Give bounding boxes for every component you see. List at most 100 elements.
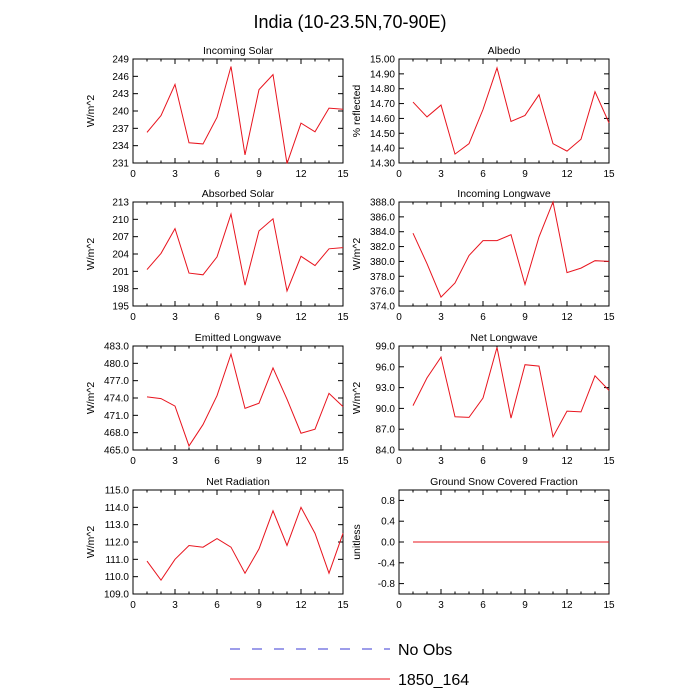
y-tick-label: 231 <box>112 159 129 170</box>
series-line-1850-164 <box>412 347 610 439</box>
series-line-1850-164 <box>412 200 610 298</box>
y-tick-label: 198 <box>112 284 129 295</box>
y-tick-label: 114.0 <box>105 503 130 514</box>
panel-title: Incoming Solar <box>203 45 274 57</box>
y-tick-label: 99.0 <box>376 342 396 353</box>
x-tick-label: 15 <box>337 456 349 467</box>
y-axis-label: W/m^2 <box>85 238 97 271</box>
y-tick-label: 115.0 <box>105 486 130 497</box>
series-line-1850-164 <box>146 212 344 293</box>
y-tick-label: 376.0 <box>370 287 395 298</box>
y-tick-label: 477.0 <box>104 376 129 387</box>
y-tick-label: -0.8 <box>378 579 396 590</box>
y-axis-label: unitless <box>351 524 363 560</box>
y-tick-label: 109.0 <box>104 590 129 601</box>
y-tick-label: 234 <box>112 141 129 152</box>
y-tick-label: 378.0 <box>370 272 395 283</box>
y-tick-label: 382.0 <box>370 242 395 253</box>
panel-title: Net Longwave <box>470 332 537 344</box>
x-tick-label: 6 <box>214 169 220 180</box>
y-tick-label: 84.0 <box>376 446 396 457</box>
panel-8: Ground Snow Covered Fraction unitless 0 3 6 9… <box>351 476 615 611</box>
y-tick-label: 210 <box>112 215 129 226</box>
x-tick-label: 6 <box>214 312 220 323</box>
y-tick-label: 87.0 <box>376 425 396 436</box>
panel-2: Albedo % reflected 0 3 6 9 12 15 14.30 14.40 14.50… <box>351 45 615 180</box>
x-tick-label: 15 <box>603 456 615 467</box>
y-tick-label: 201 <box>112 267 129 278</box>
plot-frame <box>132 345 344 451</box>
y-tick-label: 0.8 <box>381 496 395 507</box>
y-axis-label: W/m^2 <box>85 382 97 415</box>
x-tick-label: 0 <box>130 600 136 611</box>
x-tick-label: 0 <box>130 456 136 467</box>
y-tick-label: 112.0 <box>105 538 130 549</box>
x-tick-label: 3 <box>172 456 178 467</box>
legend-label: No Obs <box>398 642 452 659</box>
x-tick-label: 12 <box>295 169 307 180</box>
y-tick-label: 0.0 <box>381 538 395 549</box>
panels-group: Incoming Solar W/m^2 0 3 6 9 12 15 231 234 237 240 2… <box>85 45 615 611</box>
x-tick-label: 15 <box>337 312 349 323</box>
x-tick-label: 15 <box>603 600 615 611</box>
x-tick-label: 6 <box>480 312 486 323</box>
x-tick-label: 6 <box>480 600 486 611</box>
plot-frame <box>132 489 344 595</box>
panel-title: Net Radiation <box>206 476 270 488</box>
x-tick-label: 9 <box>256 600 262 611</box>
y-tick-label: 386.0 <box>370 212 395 223</box>
x-tick-label: 0 <box>396 456 402 467</box>
y-tick-label: 237 <box>112 124 129 135</box>
x-tick-label: 15 <box>337 600 349 611</box>
panel-title: Incoming Longwave <box>457 188 551 200</box>
y-tick-label: 15.00 <box>370 55 395 66</box>
legend-label: 1850_164 <box>398 672 469 689</box>
x-tick-label: 15 <box>337 169 349 180</box>
x-tick-label: 3 <box>438 600 444 611</box>
x-tick-label: 0 <box>396 312 402 323</box>
panel-4: Incoming Longwave W/m^2 0 3 6 9 12 15 374.0 376.0… <box>351 188 615 323</box>
x-tick-label: 9 <box>256 456 262 467</box>
y-tick-label: 90.0 <box>376 404 396 415</box>
series-line-1850-164 <box>146 352 344 448</box>
y-axis-label: W/m^2 <box>351 238 363 271</box>
series-line-1850-164 <box>146 66 344 164</box>
x-tick-label: 6 <box>480 169 486 180</box>
series-line-1850-164 <box>412 66 610 155</box>
x-tick-label: 12 <box>561 312 573 323</box>
x-tick-label: 6 <box>214 600 220 611</box>
panel-title: Albedo <box>488 45 521 57</box>
x-tick-label: 9 <box>522 312 528 323</box>
panel-title: Absorbed Solar <box>202 188 275 200</box>
x-tick-label: 9 <box>256 169 262 180</box>
y-tick-label: 14.90 <box>370 69 395 80</box>
plot-frame <box>132 201 344 307</box>
x-tick-label: 12 <box>561 169 573 180</box>
x-tick-label: 3 <box>438 169 444 180</box>
y-tick-label: 465.0 <box>104 446 129 457</box>
y-tick-label: 474.0 <box>104 394 129 405</box>
plot-frame <box>398 345 610 451</box>
legend-entry-1: No Obs <box>230 642 452 659</box>
panel-title: Ground Snow Covered Fraction <box>430 476 578 488</box>
x-tick-label: 3 <box>172 312 178 323</box>
panel-7: Net Radiation W/m^2 0 3 6 9 12 15 109.0 110.0 111.… <box>85 476 349 611</box>
x-tick-label: 12 <box>561 456 573 467</box>
x-tick-label: 3 <box>172 169 178 180</box>
x-tick-label: 3 <box>438 312 444 323</box>
x-tick-label: 9 <box>522 456 528 467</box>
y-tick-label: 468.0 <box>104 428 129 439</box>
x-tick-label: 9 <box>256 312 262 323</box>
y-axis-label: % reflected <box>351 85 363 138</box>
y-tick-label: 110.0 <box>105 572 130 583</box>
y-tick-label: -0.4 <box>378 558 396 569</box>
y-tick-label: 380.0 <box>370 257 395 268</box>
y-tick-label: 243 <box>112 89 129 100</box>
y-tick-label: 249 <box>112 55 129 66</box>
x-tick-label: 15 <box>603 169 615 180</box>
y-tick-label: 471.0 <box>104 411 129 422</box>
y-axis-label: W/m^2 <box>85 526 97 559</box>
y-tick-label: 14.60 <box>370 114 395 125</box>
x-tick-label: 6 <box>480 456 486 467</box>
y-tick-label: 14.70 <box>370 99 395 110</box>
